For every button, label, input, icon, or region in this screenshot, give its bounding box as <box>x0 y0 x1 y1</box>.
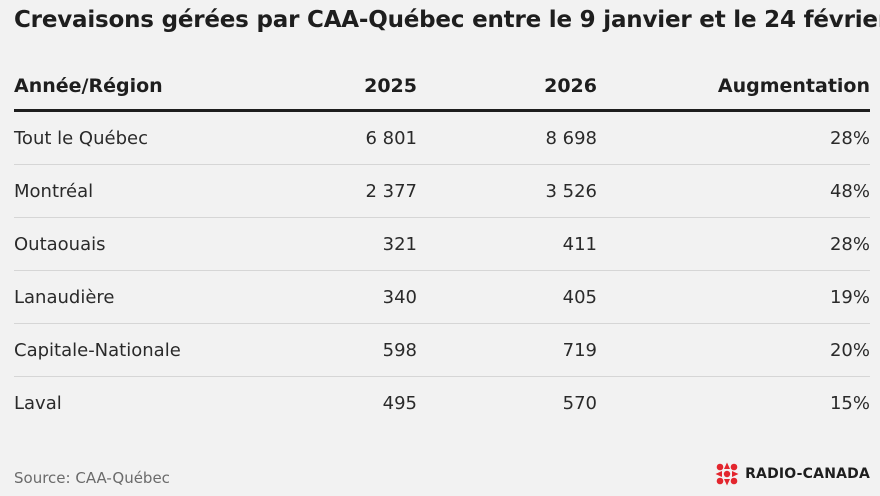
table-row: Outaouais 321 411 28% <box>14 217 870 271</box>
radio-canada-gem-icon <box>715 462 739 486</box>
cell-2026: 570 <box>562 392 597 414</box>
cell-region: Montréal <box>14 164 264 218</box>
cell-region: Lanaudière <box>14 270 264 324</box>
cell-increase: 28% <box>597 217 870 271</box>
column-header-increase: Augmentation <box>597 62 870 112</box>
table-row: Laval 495 570 15% <box>14 377 870 430</box>
cell-region: Laval <box>14 392 62 414</box>
table-row: Lanaudière 340 405 19% <box>14 270 870 324</box>
radio-canada-logo: RADIO-CANADA <box>714 461 870 487</box>
cell-2025: 6 801 <box>264 110 417 165</box>
chart-title: Crevaisons gérées par CAA-Québec entre l… <box>14 7 880 33</box>
cell-2026: 3 526 <box>417 164 597 218</box>
cell-2025: 321 <box>264 217 417 271</box>
cell-increase: 15% <box>829 392 870 414</box>
cell-increase: 28% <box>597 110 870 165</box>
header-row: Année/Région 2025 2026 Augmentation <box>14 62 870 112</box>
column-header-region: Année/Région <box>14 62 264 112</box>
cell-2025: 2 377 <box>264 164 417 218</box>
cell-2026: 719 <box>417 323 597 377</box>
cell-region: Tout le Québec <box>14 110 264 165</box>
cell-increase: 48% <box>597 164 870 218</box>
data-table: Année/Région 2025 2026 Augmentation Tout… <box>14 62 870 429</box>
source-note: Source: CAA-Québec <box>14 469 170 487</box>
cell-2026: 8 698 <box>417 110 597 165</box>
cell-increase: 20% <box>597 323 870 377</box>
cell-2026: 411 <box>417 217 597 271</box>
table-row: Tout le Québec 6 801 8 698 28% <box>14 110 870 165</box>
cell-2026: 405 <box>417 270 597 324</box>
cell-2025: 598 <box>264 323 417 377</box>
cell-region: Outaouais <box>14 217 264 271</box>
cell-2025: 340 <box>264 270 417 324</box>
cell-region: Capitale-Nationale <box>14 323 264 377</box>
cell-increase: 19% <box>597 270 870 324</box>
table-row: Montréal 2 377 3 526 48% <box>14 164 870 218</box>
column-header-2026: 2026 <box>417 62 597 112</box>
logo-wordmark: RADIO-CANADA <box>745 466 870 482</box>
table-row: Capitale-Nationale 598 719 20% <box>14 323 870 377</box>
cell-2025: 495 <box>382 392 417 414</box>
column-header-2025: 2025 <box>264 62 417 112</box>
